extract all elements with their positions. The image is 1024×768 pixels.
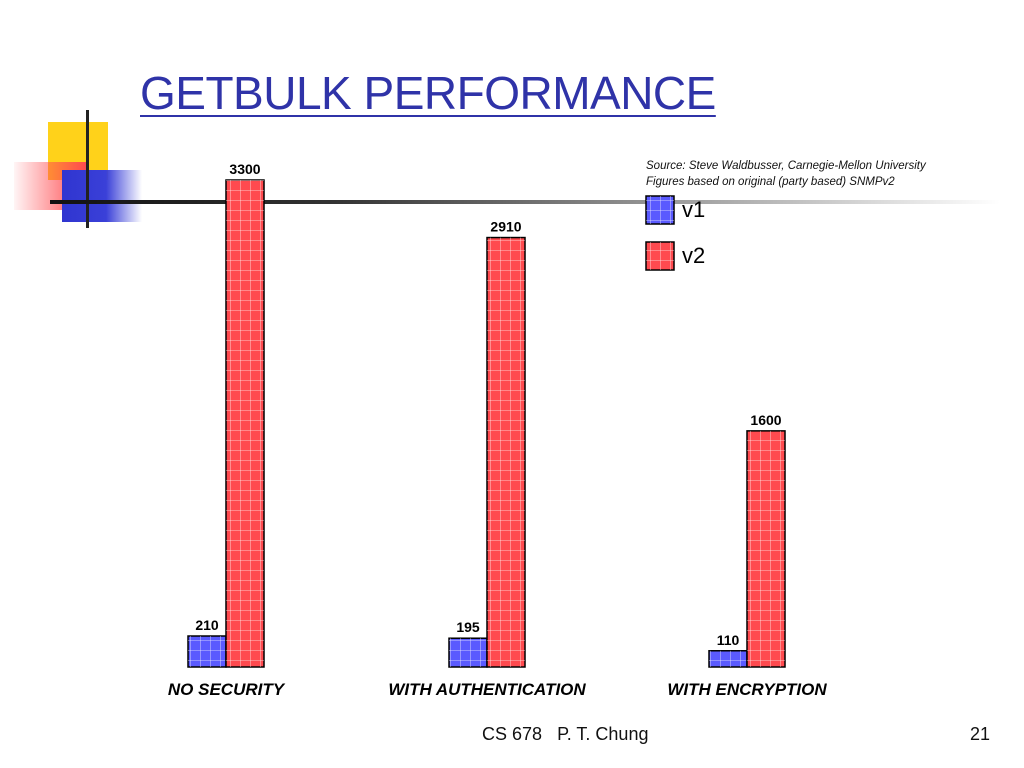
data-label-v1-no-security: 210 (195, 617, 219, 633)
legend-swatch-texture-v2 (646, 242, 674, 270)
source-note: Source: Steve Waldbusser, Carnegie-Mello… (646, 158, 926, 190)
data-label-v1-with-authentication: 195 (456, 619, 480, 635)
data-label-v1-with-encryption: 110 (717, 632, 740, 648)
decor-horizontal-line (50, 200, 1000, 204)
category-label-no-security: NO SECURITY (168, 680, 286, 699)
bar-texture-v1-with-authentication (449, 638, 487, 667)
bar-texture-v2-with-encryption (747, 430, 785, 667)
legend-label-v1: v1 (682, 197, 705, 222)
source-line-1: Source: Steve Waldbusser, Carnegie-Mello… (646, 160, 926, 172)
footer-center: CS 678 P. T. Chung (482, 724, 648, 745)
category-label-with-encryption: WITH ENCRYPTION (667, 680, 827, 699)
decor-blue-square (62, 170, 142, 222)
source-line-2: Figures based on original (party based) … (646, 176, 895, 188)
legend-swatch-texture-v1 (646, 196, 674, 224)
slide-title: GETBULK PERFORMANCE (140, 67, 716, 119)
footer-author: P. T. Chung (557, 724, 649, 744)
decor-vertical-line (86, 110, 89, 228)
data-label-v2-no-security: 3300 (229, 161, 260, 177)
data-label-v2-with-authentication: 2910 (490, 219, 521, 235)
bar-texture-v2-no-security (226, 180, 264, 667)
footer-page-number: 21 (970, 724, 991, 744)
bar-texture-v1-no-security (188, 636, 226, 667)
legend-label-v2: v2 (682, 243, 705, 268)
data-label-v2-with-encryption: 1600 (750, 412, 781, 428)
bar-texture-v1-with-encryption (709, 650, 747, 667)
category-label-with-authentication: WITH AUTHENTICATION (388, 680, 586, 699)
bar-texture-v2-with-authentication (487, 237, 525, 667)
footer-course: CS 678 (482, 724, 543, 744)
